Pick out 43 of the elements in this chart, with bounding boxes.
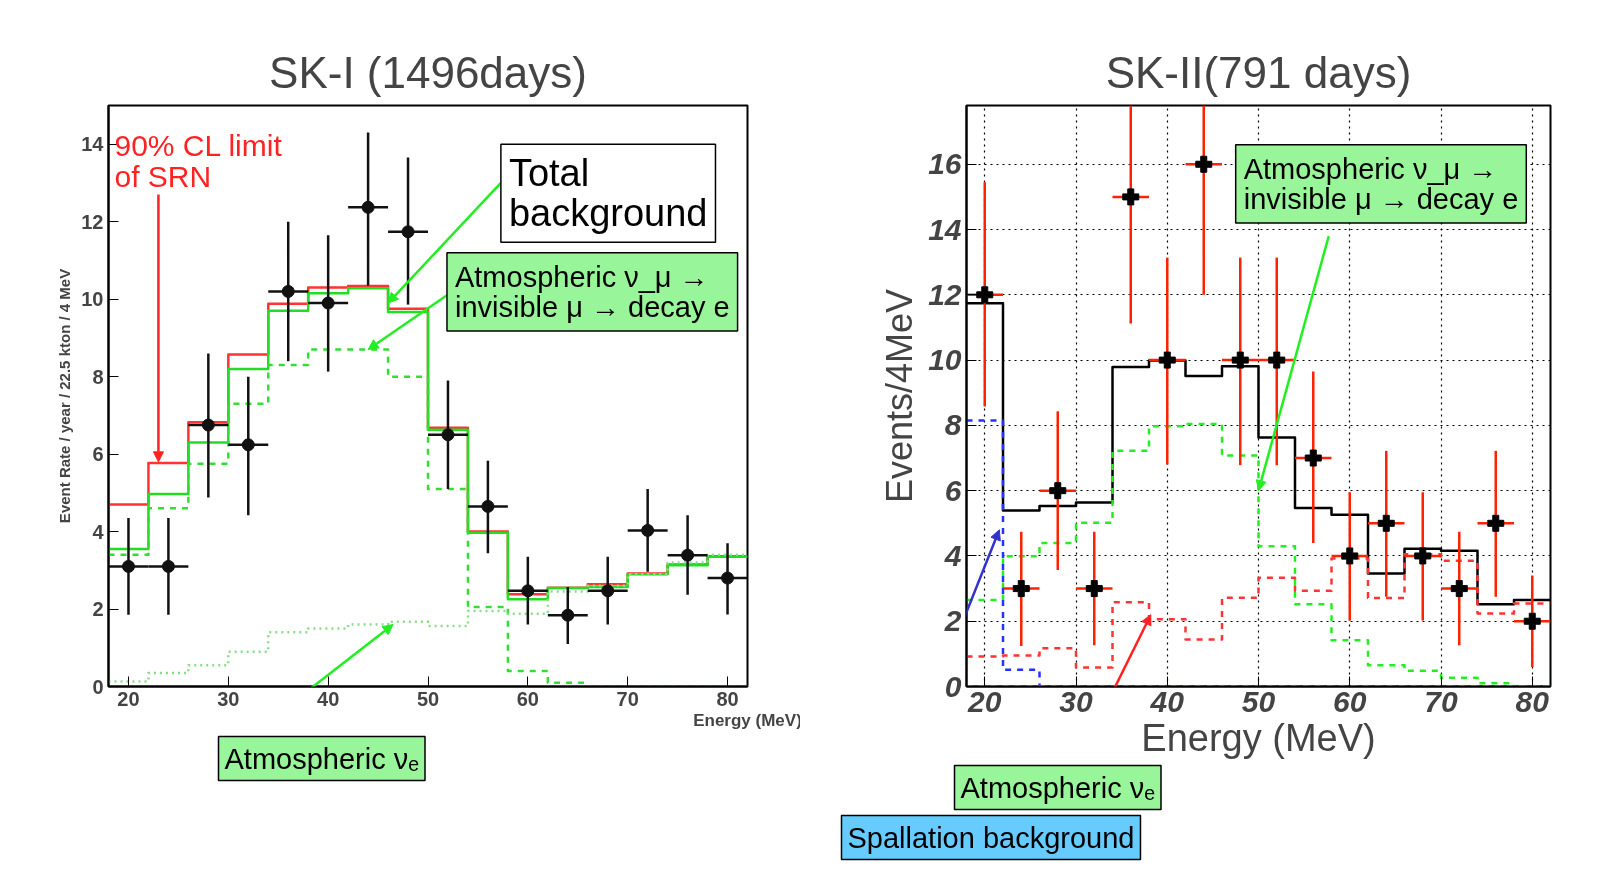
y-axis-title: Events/4MeV xyxy=(879,288,921,504)
y-tick-label: 8 xyxy=(92,365,104,388)
y-tick-label: 6 xyxy=(944,473,962,507)
y-tick-label: 10 xyxy=(81,288,104,311)
x-tick-label: 20 xyxy=(967,684,1002,718)
x-tick-label: 30 xyxy=(1059,684,1093,718)
x-tick-label: 50 xyxy=(1241,684,1276,718)
y-tick-label: 12 xyxy=(81,210,104,233)
annotation: Atmospheric νₑ xyxy=(224,742,420,775)
x-tick-label: 80 xyxy=(1515,684,1550,718)
y-tick-label: 2 xyxy=(92,598,104,621)
y-tick-label: 0 xyxy=(92,675,104,698)
y-tick-label: 14 xyxy=(81,133,105,156)
x-tick-label: 70 xyxy=(616,687,639,710)
y-tick-label: 16 xyxy=(928,147,962,181)
y-axis-title: Event Rate / year / 22.5 kton / 4 MeV xyxy=(56,268,74,524)
y-tick-label: 2 xyxy=(943,604,962,638)
annotation: Atmospheric νₑ xyxy=(960,771,1156,804)
x-tick-label: 40 xyxy=(317,687,340,710)
x-tick-label: 50 xyxy=(416,687,440,710)
x-tick-label: 40 xyxy=(1149,684,1185,718)
y-tick-label: 6 xyxy=(92,443,104,466)
chart-title: SK-II(791 days) xyxy=(1105,47,1412,97)
annotation: Atmospheric ν_μ → invisible μ → decay e xyxy=(454,260,730,324)
chart-title: SK-I (1496days) xyxy=(269,47,587,97)
y-tick-label: 8 xyxy=(944,408,962,442)
x-tick-label: 30 xyxy=(217,687,240,710)
x-axis-title: Energy (MeV) xyxy=(1141,716,1376,759)
x-tick-label: 60 xyxy=(1333,684,1367,718)
x-tick-label: 20 xyxy=(117,687,140,710)
annotation: Atmospheric ν_μ → invisible μ → decay e xyxy=(1243,152,1519,216)
y-tick-label: 10 xyxy=(928,343,962,377)
y-tick-label: 4 xyxy=(943,538,962,572)
y-tick-label: 14 xyxy=(928,212,962,246)
annotation: 90% CL limit of SRN xyxy=(114,128,283,194)
y-tick-label: 12 xyxy=(928,277,962,311)
annotation: Total background xyxy=(508,152,708,235)
x-tick-label: 70 xyxy=(1424,684,1458,718)
x-tick-label: 80 xyxy=(716,687,739,710)
y-tick-label: 4 xyxy=(92,520,105,543)
x-tick-label: 60 xyxy=(516,687,539,710)
y-tick-label: 0 xyxy=(944,669,962,703)
annotation: Spallation background xyxy=(847,821,1135,854)
